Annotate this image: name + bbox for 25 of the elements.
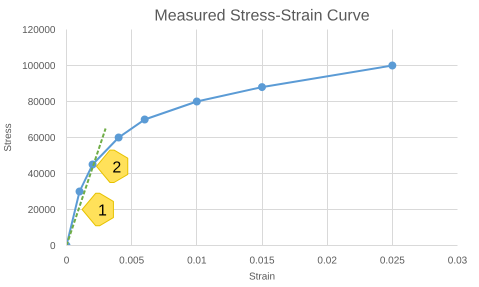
y-tick-label: 60000 [28,133,56,144]
x-tick-label: 0.015 [249,256,275,266]
point [192,98,201,106]
x-tick-label: 0.02 [317,256,338,266]
chart-title: Measured Stress-Strain Curve [154,8,370,24]
y-axis-title: Stress [3,123,14,152]
annotation: 1 [98,202,108,220]
point [114,134,123,142]
point [258,83,266,92]
y-tick-label: 0 [50,241,56,252]
y-tick-label: 80000 [28,97,56,108]
point [76,188,84,196]
point [388,62,396,70]
x-tick-label: 0.01 [187,256,208,266]
point [140,116,149,124]
y-tick-label: 120000 [22,25,56,36]
y-tick-label: 100000 [22,61,56,72]
x-tick-label: 0.03 [448,256,468,266]
x-tick-label: 0 [64,256,70,266]
annotation: 2 [112,159,122,176]
x-axis-title: Strain [248,272,276,282]
x-tick-label: 0.025 [380,256,406,266]
x-tick-label: 0.005 [119,256,145,266]
y-tick-label: 20000 [28,205,56,216]
y-tick-label: 40000 [28,169,56,180]
